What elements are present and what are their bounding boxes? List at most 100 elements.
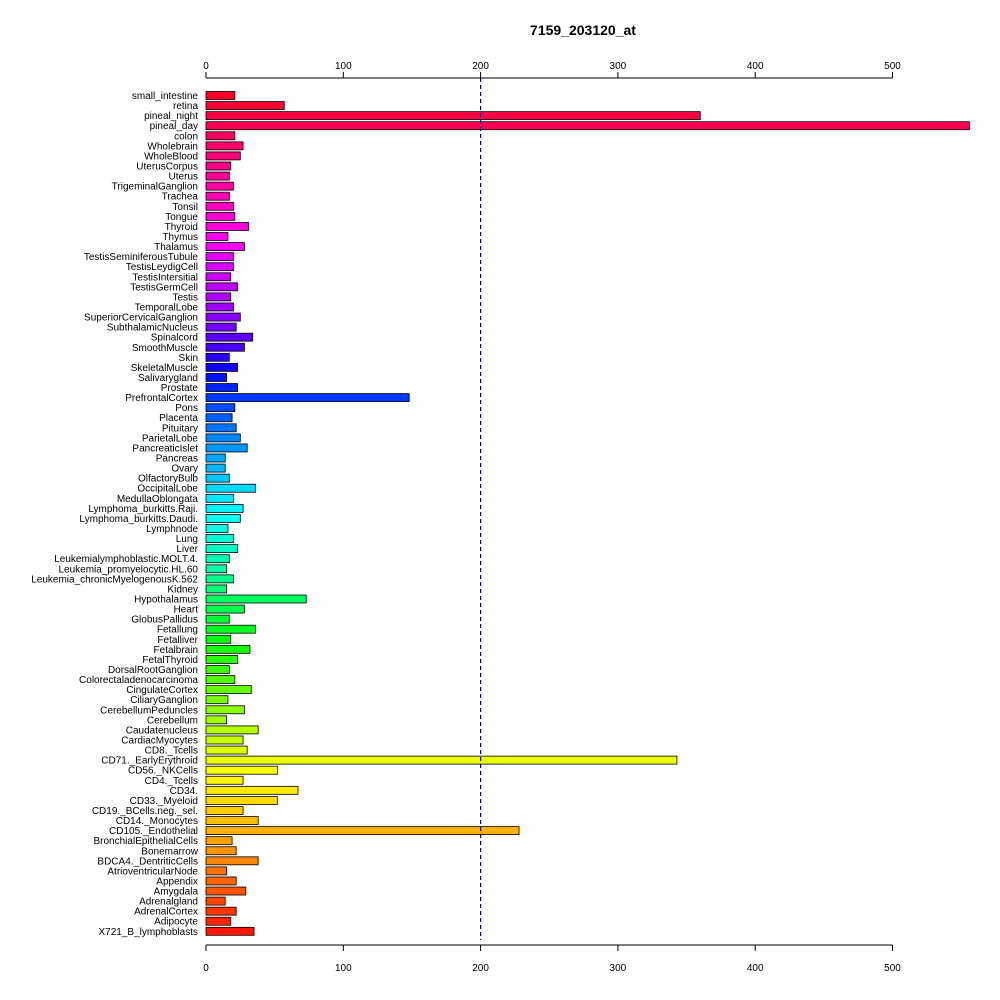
top-axis-tick-label: 0 bbox=[203, 61, 209, 72]
bar-Bonemarrow bbox=[205, 846, 237, 856]
category-label: Lymphoma_burkitts.Daudi. bbox=[79, 514, 198, 525]
category-label: CerebellumPeduncles bbox=[100, 705, 198, 716]
category-label: OccipitalLobe bbox=[137, 484, 198, 495]
bar-MedullaOblongata bbox=[205, 493, 234, 503]
bar-PrefrontalCortex bbox=[205, 393, 410, 403]
category-label: Colorectaladenocarcinoma bbox=[79, 675, 198, 686]
bar-Lymphoma_burkitts.Daudi. bbox=[205, 514, 241, 523]
bar-TestisGermCell bbox=[205, 282, 238, 292]
top-axis-tick-label: 400 bbox=[747, 61, 764, 72]
bottom-axis-tick-label: 200 bbox=[472, 963, 489, 974]
bar-Amygdala bbox=[205, 886, 247, 896]
category-label: CD34. bbox=[170, 786, 198, 797]
category-label: WholeBlood bbox=[144, 151, 198, 162]
bar-CingulateCortex bbox=[205, 685, 252, 695]
category-label: GlobusPallidus bbox=[131, 615, 198, 626]
bar-WholeBlood bbox=[205, 151, 241, 161]
bar-SubthalamicNucleus bbox=[205, 322, 237, 332]
bar-CD105._Endothelial bbox=[205, 826, 520, 836]
category-label: Fetallung bbox=[157, 625, 198, 636]
bar-Adrenalgland bbox=[205, 896, 226, 906]
category-labels-group: small_intestineretinapineal_nightpineal_… bbox=[31, 91, 199, 938]
bar-CD56._NKCells bbox=[205, 765, 278, 775]
category-label: Adipocyte bbox=[154, 917, 198, 928]
category-label: OlfactoryBulb bbox=[138, 474, 198, 485]
bar-Lung bbox=[205, 534, 234, 543]
category-label: Cerebellum bbox=[147, 715, 198, 726]
bar-Pituitary bbox=[205, 423, 237, 433]
category-label: AtrioventricularNode bbox=[107, 866, 198, 877]
category-label: Fetalbrain bbox=[154, 645, 198, 656]
bar-TemporalLobe bbox=[205, 302, 234, 312]
bar-Thalamus bbox=[205, 242, 245, 251]
category-label: ParietalLobe bbox=[142, 433, 199, 444]
category-label: BDCA4._DentriticCells bbox=[97, 856, 198, 867]
bar-pineal_day bbox=[205, 121, 970, 131]
category-label: TemporalLobe bbox=[135, 302, 199, 313]
category-label: colon bbox=[174, 131, 198, 142]
bar-Cerebellum bbox=[205, 715, 227, 725]
bar-Fetalbrain bbox=[205, 644, 251, 654]
category-label: Appendix bbox=[156, 876, 198, 887]
category-label: Heart bbox=[174, 605, 199, 616]
category-label: Leukemialymphoblastic.MOLT.4. bbox=[54, 554, 198, 565]
category-label: PancreaticIslet bbox=[132, 443, 198, 454]
bar-Spinalcord bbox=[205, 332, 254, 342]
category-label: Fetalliver bbox=[157, 635, 198, 646]
bar-FetalThyroid bbox=[205, 655, 238, 664]
bar-TestisLeydigCell bbox=[205, 262, 234, 272]
category-label: Pancreas bbox=[156, 454, 198, 465]
category-label: CD19._BCells.neg._sel. bbox=[92, 806, 198, 817]
bottom-axis-tick-label: 100 bbox=[335, 963, 352, 974]
bar-CD33._Myeloid bbox=[205, 796, 278, 805]
category-label: Bonemarrow bbox=[141, 846, 198, 857]
bar-OccipitalLobe bbox=[205, 483, 256, 493]
category-label: FetalThyroid bbox=[142, 655, 198, 666]
bar-Fetallung bbox=[205, 624, 256, 634]
category-label: CardiacMyocytes bbox=[121, 735, 198, 746]
category-label: Lung bbox=[176, 534, 198, 545]
category-label: Amygdala bbox=[154, 887, 199, 898]
bar-CD4._Tcells bbox=[205, 775, 244, 785]
category-label: Caudatenucleus bbox=[126, 725, 198, 736]
bar-X721_B_lymphoblasts bbox=[205, 926, 255, 936]
bottom-axis-tick-label: 0 bbox=[203, 963, 209, 974]
category-label: pineal_day bbox=[150, 121, 198, 132]
category-label: Ovary bbox=[171, 464, 198, 475]
category-label: BronchialEpithelialCells bbox=[94, 836, 199, 847]
bar-Salivarygland bbox=[205, 373, 227, 382]
bar-CD71._EarlyErythroid bbox=[205, 755, 678, 765]
bar-TestisSeminiferousTubule bbox=[205, 252, 234, 262]
top-axis-tick-label: 300 bbox=[610, 61, 627, 72]
bar-Adipocyte bbox=[205, 916, 232, 926]
top-axis-tick-label: 200 bbox=[472, 61, 489, 72]
category-label: Trachea bbox=[162, 192, 199, 203]
bar-Tongue bbox=[205, 211, 236, 221]
bar-Lymphnode bbox=[205, 524, 229, 533]
category-label: SmoothMuscle bbox=[132, 343, 199, 354]
category-label: X721_B_lymphoblasts bbox=[98, 927, 198, 938]
category-label: TestisIntersitial bbox=[132, 272, 198, 283]
category-label: TrigeminalGanglion bbox=[112, 182, 198, 193]
bar-retina bbox=[205, 101, 285, 110]
category-label: Adrenalgland bbox=[139, 897, 198, 908]
top-x-axis: 0 100 200 300 400 500 bbox=[203, 61, 901, 79]
bar-GlobusPallidus bbox=[205, 614, 230, 624]
category-label: Lymphoma_burkitts.Raji. bbox=[88, 504, 198, 515]
category-label: Spinalcord bbox=[151, 333, 198, 344]
bars-group bbox=[205, 91, 970, 936]
category-label: CD14._Monocytes bbox=[116, 816, 198, 827]
bar-ParietalLobe bbox=[205, 433, 241, 443]
category-label: PrefrontalCortex bbox=[125, 393, 198, 404]
category-label: CD4._Tcells bbox=[145, 776, 198, 787]
category-label: Skin bbox=[179, 353, 198, 364]
bar-Trachea bbox=[205, 191, 230, 201]
bar-Pancreas bbox=[205, 453, 226, 463]
bar-BDCA4._DentriticCells bbox=[205, 856, 259, 866]
category-label: DorsalRootGanglion bbox=[108, 665, 198, 676]
bar-DorsalRootGanglion bbox=[205, 665, 230, 674]
category-label: Pituitary bbox=[162, 423, 198, 434]
category-label: Pons bbox=[175, 403, 198, 414]
bar-CerebellumPeduncles bbox=[205, 705, 245, 715]
